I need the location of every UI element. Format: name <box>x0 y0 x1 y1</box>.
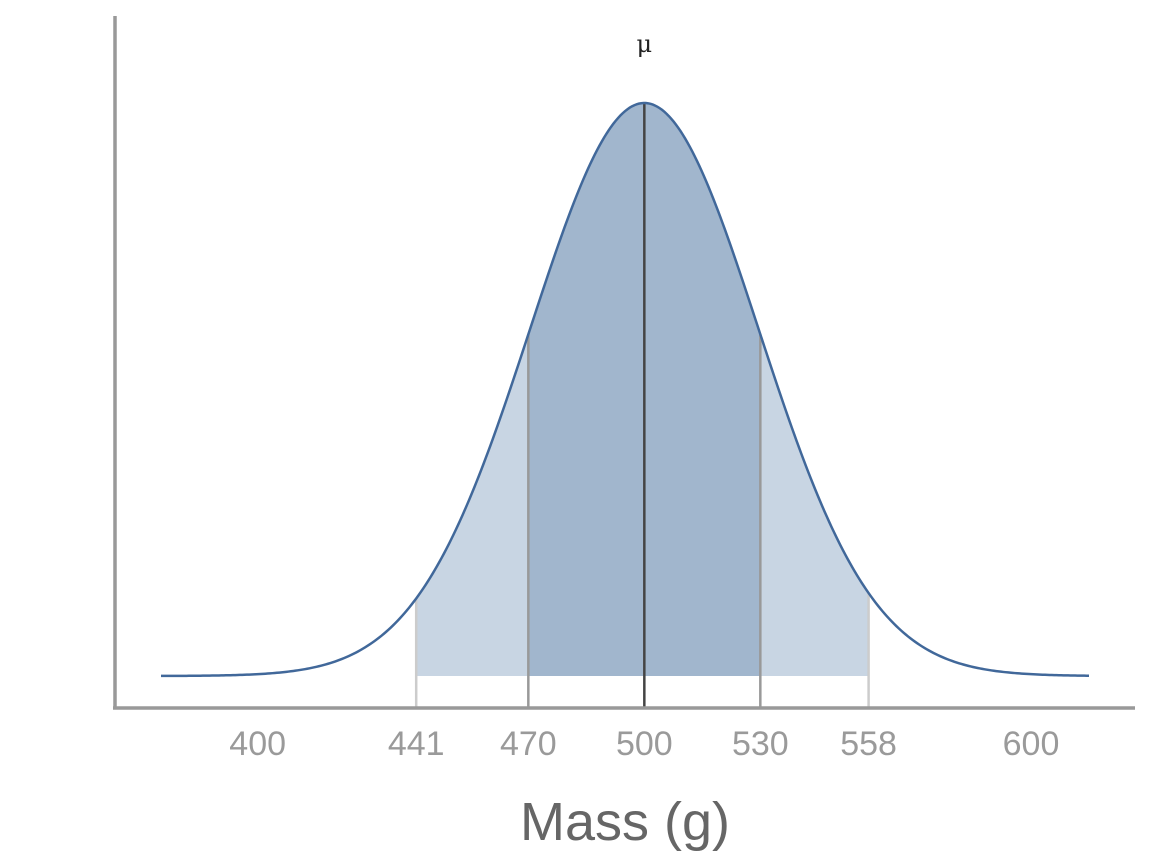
shaded-regions <box>416 103 869 676</box>
x-tick-label-530: 530 <box>732 725 789 763</box>
x-tick-label-441: 441 <box>388 725 445 763</box>
mean-label: μ <box>637 30 653 58</box>
x-axis-title: Mass (g) <box>520 792 730 852</box>
reference-lines <box>414 103 870 708</box>
x-tick-label-600: 600 <box>1003 725 1060 763</box>
density-curve <box>160 101 1090 678</box>
x-tick-label-558: 558 <box>840 725 897 763</box>
x-tick-labels: 400 441 470 500 530 558 600 <box>229 725 1059 763</box>
x-tick-label-400: 400 <box>229 725 286 763</box>
x-tick-label-470: 470 <box>500 725 557 763</box>
x-tick-label-500: 500 <box>616 725 673 763</box>
